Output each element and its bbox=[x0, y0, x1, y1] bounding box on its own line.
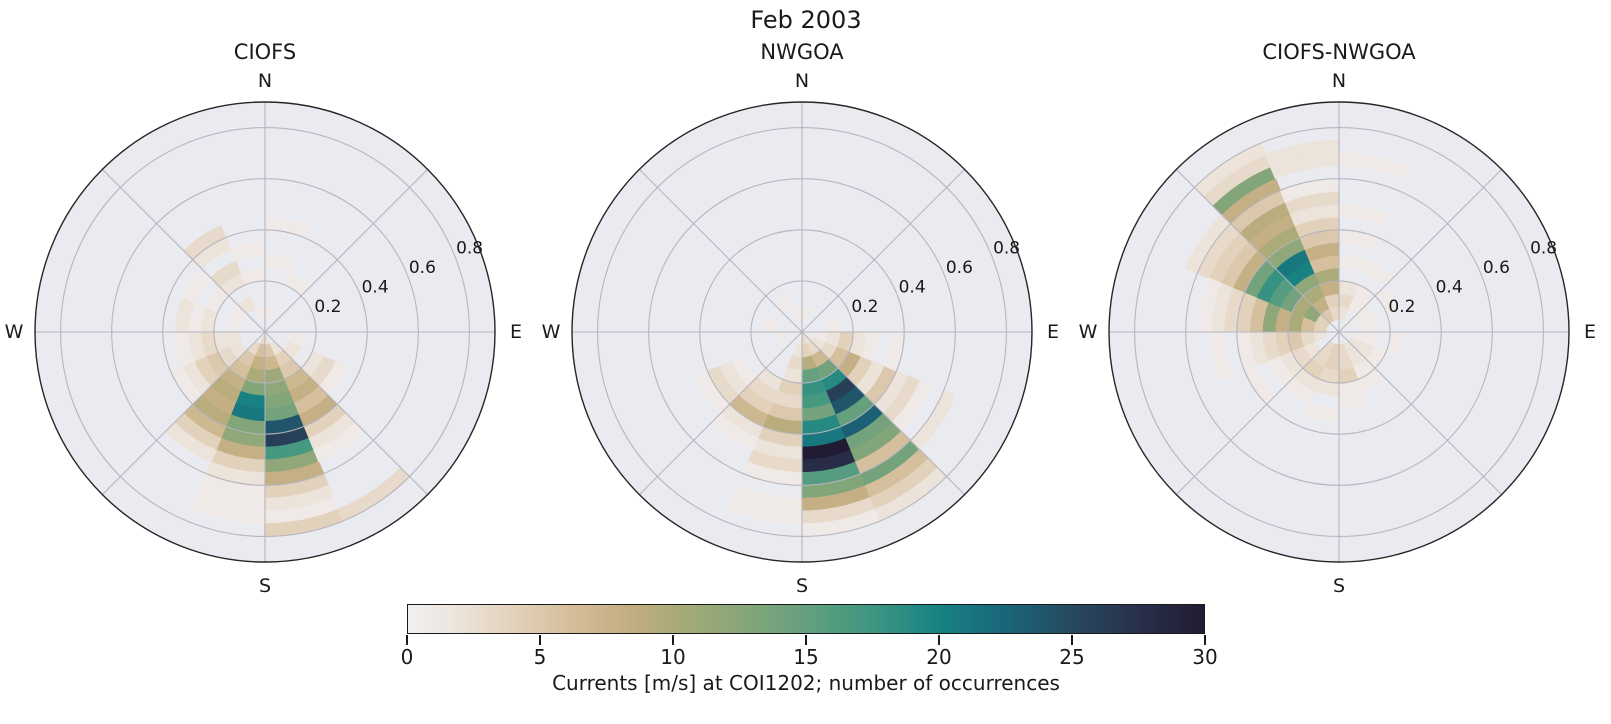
radial-tick-label: 0.8 bbox=[993, 238, 1020, 258]
plot-title-ciofs: CIOFS bbox=[233, 40, 297, 64]
south-label: S bbox=[795, 575, 809, 597]
colorbar-tick-label: 15 bbox=[793, 645, 819, 669]
east-label: E bbox=[509, 321, 523, 343]
east-label: E bbox=[1583, 321, 1597, 343]
north-label: N bbox=[257, 70, 273, 92]
radial-tick-label: 0.4 bbox=[1436, 277, 1463, 297]
colorbar-tick bbox=[805, 635, 807, 645]
north-label: N bbox=[1331, 70, 1347, 92]
ciofs-rose-chart: 0.2 0.4 0.6 0.8 bbox=[34, 101, 496, 563]
colorbar-tick-label: 30 bbox=[1192, 645, 1218, 669]
ciofs-nwgoa-rose-chart: 0.2 0.4 0.6 0.8 bbox=[1108, 101, 1570, 563]
radial-tick-label: 0.8 bbox=[456, 238, 483, 258]
radial-tick-label: 0.8 bbox=[1530, 238, 1557, 258]
west-label: W bbox=[4, 321, 24, 343]
radial-tick-label: 0.2 bbox=[1388, 297, 1415, 317]
radial-tick-label: 0.6 bbox=[946, 258, 973, 278]
east-label: E bbox=[1046, 321, 1060, 343]
radial-tick-label: 0.4 bbox=[899, 277, 926, 297]
colorbar-tick bbox=[406, 635, 408, 645]
west-label: W bbox=[541, 321, 561, 343]
polar-plot-ciofs-nwgoa: CIOFS-NWGOA N E S W 0.2 0.4 0.6 0.8 bbox=[1079, 40, 1596, 597]
colorbar-tick bbox=[539, 635, 541, 645]
south-label: S bbox=[258, 575, 272, 597]
colorbar-tick-label: 10 bbox=[660, 645, 686, 669]
colorbar-tick bbox=[1071, 635, 1073, 645]
radial-tick-label: 0.6 bbox=[1483, 258, 1510, 278]
colorbar-gradient bbox=[407, 604, 1205, 634]
polar-plot-ciofs: CIOFS N E S W 0.2 0.4 0.6 0.8 bbox=[5, 40, 522, 597]
north-label: N bbox=[794, 70, 810, 92]
colorbar-label: Currents [m/s] at COI1202; number of occ… bbox=[552, 671, 1060, 695]
colorbar-tick-label: 5 bbox=[533, 645, 547, 669]
colorbar-tick-label: 0 bbox=[400, 645, 414, 669]
west-label: W bbox=[1078, 321, 1098, 343]
plot-title-ciofs-nwgoa: CIOFS-NWGOA bbox=[1262, 40, 1416, 64]
colorbar-tick bbox=[672, 635, 674, 645]
radial-tick-label: 0.2 bbox=[851, 297, 878, 317]
colorbar-tick bbox=[1204, 635, 1206, 645]
south-label: S bbox=[1332, 575, 1346, 597]
radial-tick-label: 0.4 bbox=[362, 277, 389, 297]
colorbar-tick-label: 25 bbox=[1059, 645, 1085, 669]
colorbar-tick-label: 20 bbox=[926, 645, 952, 669]
colorbar-tick bbox=[938, 635, 940, 645]
radial-tick-label: 0.6 bbox=[409, 258, 436, 278]
plot-title-nwgoa: NWGOA bbox=[760, 40, 844, 64]
polar-plot-nwgoa: NWGOA N E S W 0.2 0.4 0.6 0.8 bbox=[542, 40, 1059, 597]
figure-title: Feb 2003 bbox=[750, 6, 862, 34]
radial-tick-label: 0.2 bbox=[314, 297, 341, 317]
nwgoa-rose-chart: 0.2 0.4 0.6 0.8 bbox=[571, 101, 1033, 563]
